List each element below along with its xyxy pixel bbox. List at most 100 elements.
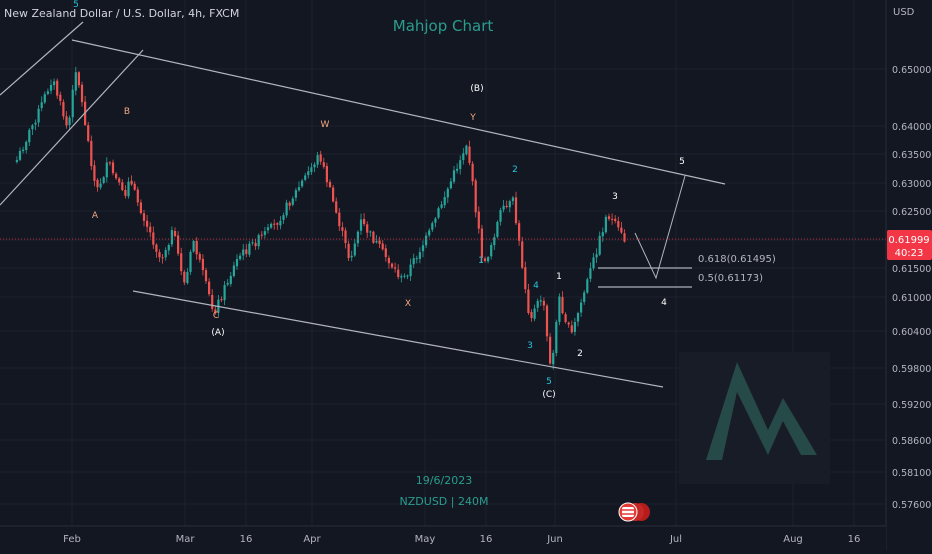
upper-channel-line bbox=[71, 39, 726, 185]
channel-lines bbox=[0, 21, 726, 388]
candle bbox=[15, 156, 19, 164]
candle bbox=[514, 191, 518, 225]
candle bbox=[183, 269, 186, 286]
candle bbox=[49, 79, 53, 95]
candle bbox=[397, 264, 400, 280]
candle bbox=[378, 236, 381, 249]
candle bbox=[242, 243, 245, 261]
candle bbox=[558, 293, 561, 326]
projection-path bbox=[634, 175, 686, 280]
candle bbox=[164, 247, 167, 261]
candle bbox=[270, 222, 273, 230]
candle bbox=[487, 256, 490, 264]
wave-i1: 1 bbox=[478, 256, 484, 266]
candle bbox=[400, 273, 403, 283]
candle bbox=[189, 249, 192, 275]
candle bbox=[43, 91, 46, 105]
wave-x: X bbox=[405, 299, 411, 309]
candle bbox=[332, 184, 335, 203]
candle bbox=[158, 249, 161, 263]
candle bbox=[431, 221, 434, 233]
candle bbox=[350, 250, 353, 262]
price-tick-label: 0.60400 bbox=[892, 327, 931, 338]
candle bbox=[607, 213, 611, 221]
price-axis[interactable]: USD 0.65000 0.64000 0.63500 0.63000 0.62500 0… bbox=[885, 0, 932, 550]
candle bbox=[56, 78, 59, 99]
time-axis[interactable]: Feb Mar 16 Apr May 16 Jun Jul Aug 16 bbox=[0, 525, 886, 550]
candle bbox=[440, 200, 443, 210]
candle bbox=[102, 176, 105, 185]
candle bbox=[285, 199, 288, 218]
candle bbox=[499, 207, 502, 226]
candle bbox=[18, 147, 22, 162]
price-tick-label: 0.59800 bbox=[892, 364, 931, 375]
candle bbox=[518, 220, 521, 246]
candle bbox=[521, 236, 524, 270]
candle bbox=[136, 186, 139, 207]
candle bbox=[201, 254, 205, 276]
time-tick-label: Apr bbox=[303, 534, 321, 545]
candle bbox=[406, 274, 409, 280]
candle bbox=[28, 128, 31, 146]
candle bbox=[149, 222, 152, 238]
candle bbox=[291, 196, 294, 207]
candle bbox=[611, 213, 614, 225]
candle bbox=[152, 226, 155, 249]
candle bbox=[617, 216, 620, 231]
candle bbox=[40, 96, 43, 112]
candle bbox=[31, 124, 34, 135]
candle bbox=[369, 230, 372, 237]
candle bbox=[623, 229, 626, 243]
candle bbox=[592, 252, 595, 271]
axis-currency: USD bbox=[893, 7, 915, 18]
fib-levels bbox=[598, 267, 692, 288]
candle bbox=[142, 209, 146, 227]
candle bbox=[177, 231, 180, 256]
price-tick-label: 0.57600 bbox=[892, 500, 931, 511]
candle bbox=[74, 66, 77, 96]
candle bbox=[580, 298, 583, 317]
wave-n1: 1 bbox=[556, 272, 562, 282]
candle bbox=[192, 239, 195, 253]
candle bbox=[46, 88, 50, 96]
wave-w: W bbox=[321, 120, 330, 130]
candle bbox=[186, 268, 189, 285]
candle bbox=[146, 214, 149, 233]
candle bbox=[288, 201, 291, 211]
candle bbox=[387, 255, 391, 269]
wave-n2: 2 bbox=[577, 349, 583, 359]
candle bbox=[310, 162, 313, 175]
wave-B-big: (B) bbox=[470, 84, 483, 94]
candle bbox=[483, 256, 487, 263]
candle bbox=[167, 243, 170, 255]
candle bbox=[555, 319, 558, 357]
candle bbox=[456, 163, 459, 174]
indicator-badge[interactable] bbox=[618, 502, 650, 522]
candle bbox=[443, 191, 446, 209]
wave-i5: 5 bbox=[546, 377, 552, 387]
candle bbox=[421, 240, 425, 258]
symbol-label: NZDUSD | 240M bbox=[400, 495, 489, 508]
candle bbox=[328, 179, 332, 189]
candle bbox=[412, 253, 415, 269]
candle bbox=[530, 309, 533, 322]
wave-a-small: A bbox=[92, 211, 99, 221]
candle bbox=[273, 219, 276, 230]
price-tick-label: 0.64000 bbox=[892, 122, 931, 133]
candle bbox=[68, 115, 71, 130]
candle bbox=[313, 162, 316, 173]
candle bbox=[254, 238, 257, 250]
candle bbox=[366, 221, 369, 238]
candle bbox=[356, 230, 360, 247]
candle bbox=[403, 273, 406, 279]
candle bbox=[226, 279, 229, 287]
candle bbox=[338, 208, 341, 232]
time-tick-label: 16 bbox=[240, 534, 253, 545]
candle bbox=[260, 231, 263, 239]
candle bbox=[583, 290, 586, 305]
candle bbox=[80, 81, 84, 107]
candle bbox=[573, 317, 577, 336]
candle bbox=[276, 222, 279, 230]
candle bbox=[561, 291, 564, 315]
